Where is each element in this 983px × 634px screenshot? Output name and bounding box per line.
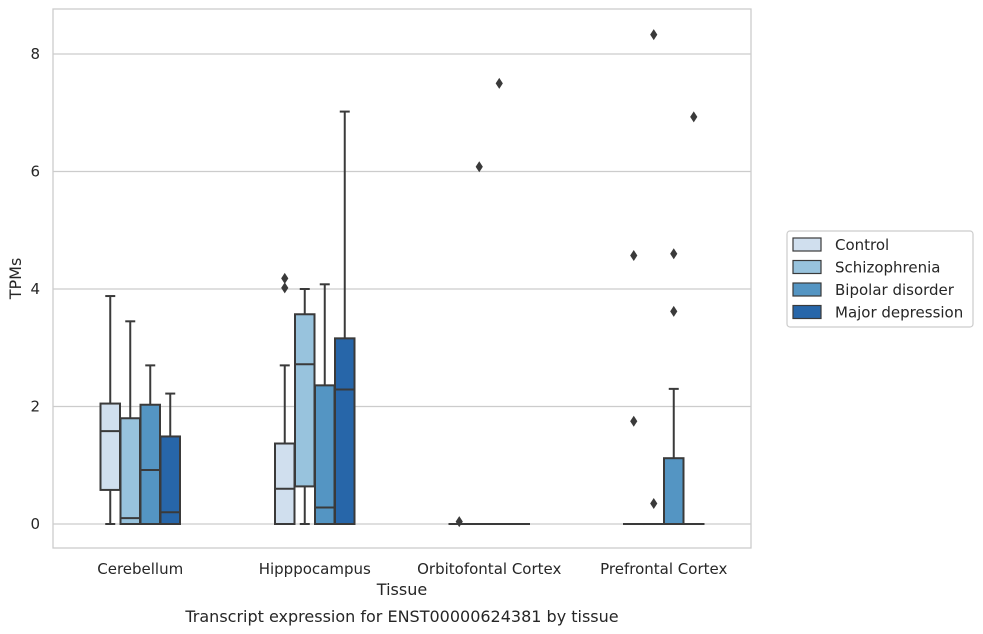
box-1-3	[334, 110, 356, 525]
outlier-point	[670, 248, 678, 260]
box-body	[314, 384, 336, 525]
box-2-2	[488, 77, 510, 526]
legend-swatch	[792, 237, 822, 252]
legend-label: Bipolar disorder	[835, 281, 955, 299]
box-0-1	[119, 320, 141, 525]
box-1-2	[314, 283, 336, 525]
y-tick-label: 4	[30, 280, 40, 298]
y-axis-label: TPMs	[6, 258, 25, 301]
legend-label: Major depression	[835, 304, 963, 322]
box-layer	[99, 29, 705, 528]
chart-caption: Transcript expression for ENST0000062438…	[184, 607, 618, 626]
x-tick-labels: Cerebellum Hipppocampus Orbitofontal Corte…	[97, 560, 727, 578]
x-tick-label: Orbitofontal Cortex	[417, 560, 561, 578]
box-body	[334, 337, 356, 525]
legend-label: Schizophrenia	[835, 259, 940, 277]
box-body	[139, 403, 161, 525]
box-3-1	[643, 29, 665, 526]
box-body	[274, 442, 296, 526]
box-0-3	[159, 392, 181, 525]
y-tick-label: 6	[30, 163, 40, 181]
outlier-point	[650, 497, 658, 509]
legend-swatch	[792, 259, 822, 275]
box-3-0	[623, 250, 645, 526]
outlier-point	[495, 77, 503, 89]
y-tick-label: 2	[30, 398, 40, 416]
box-body	[99, 402, 121, 491]
legend-frame	[786, 230, 974, 328]
box-body	[663, 457, 685, 526]
box-0-2	[139, 364, 161, 525]
outlier-point	[670, 305, 678, 317]
x-tick-label: Cerebellum	[97, 560, 183, 578]
x-tick-label: Hipppocampus	[259, 560, 371, 578]
outlier-point	[630, 250, 638, 262]
x-tick-label: Prefrontal Cortex	[600, 560, 727, 578]
outlier-point	[281, 272, 289, 284]
outlier-point	[281, 282, 289, 294]
box-2-1	[468, 161, 490, 526]
outlier-point	[455, 516, 463, 528]
legend-swatch	[792, 282, 822, 297]
y-tick-labels: 0 2 4 6 8	[30, 45, 40, 533]
outlier-point	[650, 29, 658, 41]
box-body	[294, 313, 316, 488]
box-body	[119, 417, 141, 525]
outlier-point	[630, 415, 638, 427]
box-1-1	[294, 288, 316, 525]
outlier-point	[475, 161, 483, 173]
box-1-0	[274, 272, 296, 526]
plot-frame	[52, 8, 752, 549]
outlier-point	[690, 111, 698, 123]
box-3-2	[663, 248, 685, 526]
box-body	[159, 435, 181, 525]
y-tick-label: 8	[30, 45, 40, 63]
legend: Control Schizophrenia Bipolar disorder Majo…	[786, 230, 974, 328]
box-0-0	[99, 295, 121, 525]
box-2-0	[448, 516, 470, 528]
y-tick-label: 0	[30, 515, 40, 533]
legend-swatch	[792, 304, 822, 320]
legend-label: Control	[835, 236, 889, 254]
box-3-3	[683, 111, 705, 526]
x-axis-label: Tissue	[376, 580, 427, 599]
